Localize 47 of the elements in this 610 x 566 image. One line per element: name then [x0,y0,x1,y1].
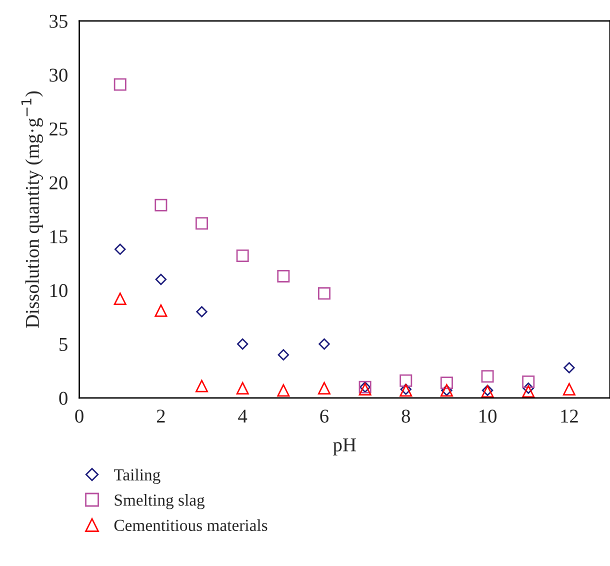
point [400,374,412,387]
point [522,382,534,394]
legend-label: Tailing [114,468,160,484]
point [114,244,126,255]
point [236,249,249,262]
point [481,370,494,383]
point [358,383,372,396]
point [318,287,330,300]
x-tick-label: 8 [402,410,410,423]
x-tick-label: 2 [156,410,165,422]
point [277,270,290,282]
point [277,384,290,397]
x-axis-title: pH [333,438,356,456]
point [196,380,208,392]
x-tick-label: 0 [75,410,84,423]
point [318,382,330,394]
legend-label: Cementitious materials [114,519,268,532]
point [236,338,248,350]
y-axis-title: Dissolution quantity (mg·g$^{−1}$) [21,91,43,328]
x-tick-label: 4 [238,410,248,422]
x-tick-label: 10 [480,410,497,423]
point [196,217,208,230]
legend-label: Smelting slag [114,494,205,510]
point [564,362,575,374]
y-tick-label: 25 [50,122,68,136]
y-tick-label: 30 [50,68,68,82]
point [154,198,168,212]
y-tick-label: 20 [50,176,68,190]
y-tick-label: 5 [60,338,68,351]
point [278,349,290,360]
point [236,382,249,394]
x-tick-label: 6 [320,410,329,423]
point [196,306,208,318]
point [562,383,576,396]
y-tick-label: 10 [50,284,68,298]
point [155,274,167,286]
y-tick-label: 35 [50,14,68,28]
x-tick-label: 12 [561,410,578,422]
y-tick-label: 0 [59,392,68,405]
point [440,376,453,390]
point [522,385,535,398]
point [114,78,126,91]
y-tick-label: 15 [50,230,68,244]
point [522,375,535,388]
point [114,292,126,306]
point [318,338,330,350]
point [154,304,168,317]
